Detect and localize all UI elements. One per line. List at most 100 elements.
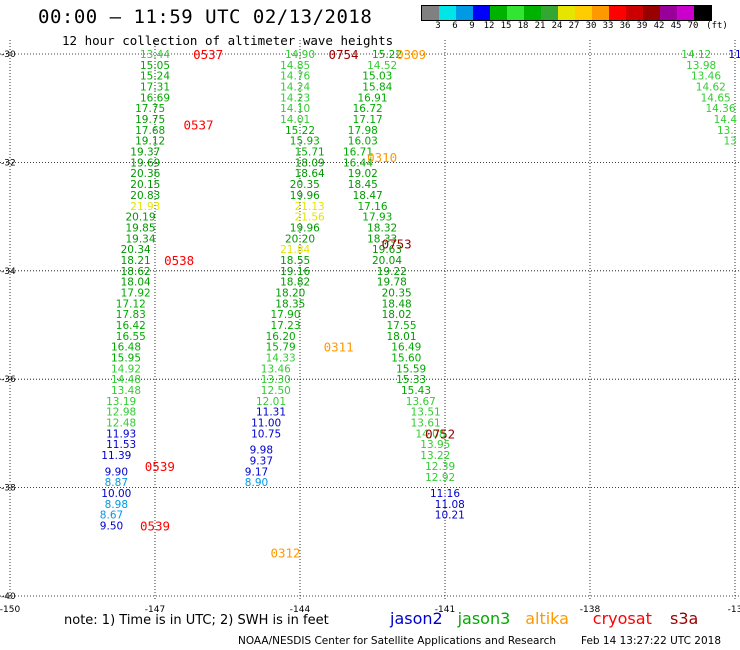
wave-height-value: 16.42 [116, 320, 146, 332]
wave-height-value: 18.21 [121, 255, 151, 267]
wave-height-value: 20.34 [121, 244, 151, 256]
wave-height-value: 11.31 [256, 407, 286, 419]
lat-tick-label: -38 [1, 484, 16, 494]
wave-height-value: 11 [728, 49, 740, 61]
color-scale-tick: 42 [653, 21, 665, 31]
lon-tick-label: -13 [728, 605, 740, 615]
wave-height-value: 14.48 [111, 374, 141, 386]
color-scale-tick: 18 [517, 21, 529, 31]
wave-height-value: 13.61 [411, 418, 441, 430]
color-scale-tick: 36 [619, 21, 631, 31]
color-scale-tick: 70 [687, 21, 699, 31]
wave-height-value: 19.63 [372, 244, 402, 256]
wave-height-value: 18.01 [386, 331, 416, 343]
generated-timestamp: Feb 14 13:27:22 UTC 2018 [581, 635, 721, 647]
wave-height-value: 11.00 [251, 418, 281, 430]
wave-height-value: 8.87 [105, 477, 128, 489]
wave-height-value: 15.22 [285, 125, 315, 137]
color-swatch [439, 6, 456, 20]
color-scale-ticks: 3 6 9 12 15 18 21 24 27 30 33 36 39 42 45 70 (ft) [421, 21, 728, 33]
wave-height-value: 19.69 [130, 157, 160, 169]
wave-height-value: 20.36 [130, 168, 160, 180]
wave-height-value: 18.55 [280, 255, 310, 267]
legend-altika: altika [525, 609, 569, 628]
wave-height-value: 8.98 [105, 499, 128, 511]
wave-height-value: 21.93 [130, 201, 160, 213]
color-swatch [524, 6, 541, 20]
color-scale-tick: 39 [636, 21, 648, 31]
wave-height-value: 15.22 [372, 49, 402, 61]
wave-height-value: 17.12 [116, 298, 146, 310]
wave-height-value: 14.4 [714, 114, 738, 126]
wave-height-value: 17.90 [270, 309, 300, 321]
wave-height-value: 15.84 [362, 82, 392, 94]
wave-height-value: 9.90 [105, 466, 128, 478]
color-scale-bar [421, 5, 712, 21]
wave-height-value: 13.22 [420, 450, 450, 462]
wave-height-value: 18.33 [367, 233, 397, 245]
pass-time-label: 0310 [367, 150, 397, 165]
color-swatch [473, 6, 490, 20]
pass-time-label: 0537 [183, 117, 213, 132]
wave-height-value: 18.20 [275, 287, 305, 299]
wave-height-value: 18.09 [295, 157, 325, 169]
wave-height-value: 14.52 [367, 60, 397, 72]
wave-height-value: 14.62 [696, 82, 726, 94]
wave-height-value: 13.67 [406, 396, 436, 408]
wave-height-value: 9.98 [250, 445, 273, 457]
wave-height-value: 8.90 [245, 477, 268, 489]
wave-height-value: 12.98 [106, 407, 136, 419]
wave-height-value: 19.37 [130, 147, 160, 159]
color-swatch [609, 6, 626, 20]
lon-tick-label: -150 [0, 605, 20, 615]
lon-tick-label: -147 [145, 605, 165, 615]
color-swatch [422, 6, 439, 20]
color-swatch [558, 6, 575, 20]
wave-height-value: 20.04 [372, 255, 402, 267]
wave-height-value: 17.83 [116, 309, 146, 321]
wave-height-value: 19.96 [290, 222, 320, 234]
legend-cryosat: cryosat [592, 609, 652, 628]
wave-height-value: 13.46 [261, 363, 291, 375]
color-scale-unit: (ft) [706, 21, 728, 31]
wave-height-value: 19.22 [377, 266, 407, 278]
page-subtitle: 12 hour collection of altimeter wave hei… [62, 33, 394, 48]
wave-height-value: 16.20 [266, 331, 296, 343]
wave-height-value: 18.82 [280, 277, 310, 289]
color-scale-tick: 21 [534, 21, 546, 31]
wave-height-value: 18.62 [121, 266, 151, 278]
color-swatch [643, 6, 660, 20]
color-swatch [507, 6, 524, 20]
pass-time-label: 0311 [324, 340, 354, 355]
wave-height-value: 14.76 [280, 71, 310, 83]
wave-height-value: 21.13 [295, 201, 325, 213]
wave-height-value: 13 [723, 136, 736, 148]
wave-height-value: 19.78 [377, 277, 407, 289]
wave-height-value: 14.65 [701, 92, 731, 104]
wave-height-value: 19.96 [290, 190, 320, 202]
wave-height-value: 20.15 [130, 179, 160, 191]
color-swatch [456, 6, 473, 20]
wave-height-value: 15.95 [111, 353, 141, 365]
wave-height-value: 11.53 [106, 439, 136, 451]
lon-tick-label: -138 [580, 605, 601, 615]
color-scale-tick: 24 [551, 21, 563, 31]
wave-height-value: 13.51 [411, 407, 441, 419]
wave-height-value: 19.85 [125, 222, 155, 234]
pass-time-label: 0309 [396, 47, 426, 62]
color-scale-tick: 33 [602, 21, 614, 31]
wave-height-value: 17.16 [357, 201, 387, 213]
wave-height-value: 13.48 [111, 385, 141, 397]
wave-height-value: 19.16 [280, 266, 310, 278]
wave-height-value: 15.59 [396, 363, 426, 375]
wave-height-value: 18.47 [353, 190, 383, 202]
wave-height-value: 13.95 [420, 439, 450, 451]
wave-height-value: 11.08 [435, 499, 465, 511]
wave-height-value: 16.55 [116, 331, 146, 343]
wave-height-value: 15.43 [401, 385, 431, 397]
wave-height-value: 18.32 [367, 222, 397, 234]
color-swatch [490, 6, 507, 20]
wave-height-value: 20.35 [382, 287, 412, 299]
wave-height-value: 13.46 [691, 71, 721, 83]
